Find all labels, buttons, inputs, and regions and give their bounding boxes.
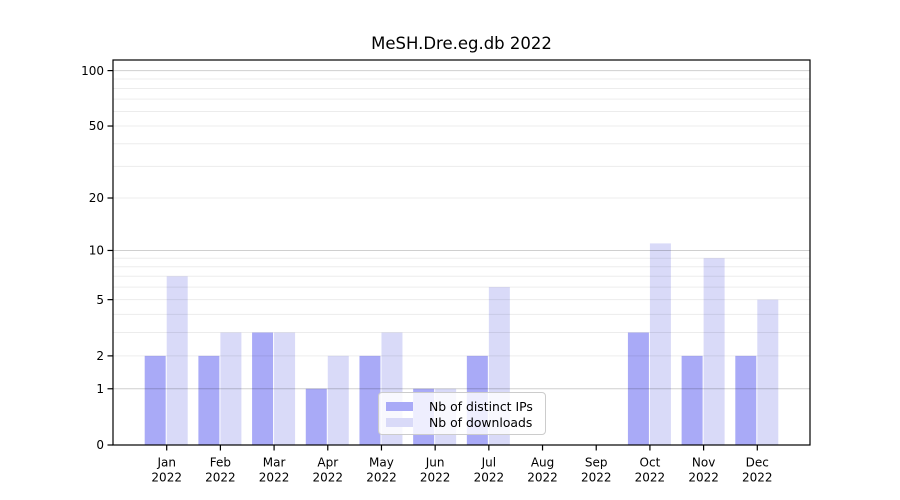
x-tick-label-year: 2022 [635, 471, 666, 485]
x-tick-label-year: 2022 [259, 471, 290, 485]
y-tick-label: 2 [96, 349, 104, 363]
bar-downloads-oct [649, 243, 671, 445]
x-tick-label-year: 2022 [527, 471, 558, 485]
bar-distinct-ips-dec [735, 355, 757, 445]
x-tick-label-year: 2022 [366, 471, 397, 485]
bar-distinct-ips-mar [252, 332, 274, 445]
x-tick-label-year: 2022 [688, 471, 719, 485]
bar-downloads-dec [757, 299, 779, 445]
x-tick-label: Jan [156, 456, 176, 470]
x-tick-label: Oct [640, 456, 661, 470]
y-tick-label: 100 [81, 64, 104, 78]
bar-downloads-nov [703, 258, 725, 445]
x-tick-label: Nov [692, 456, 715, 470]
bar-downloads-jan [166, 276, 188, 445]
y-tick-label: 50 [89, 119, 104, 133]
x-tick-label-year: 2022 [742, 471, 773, 485]
y-tick-label: 5 [96, 293, 104, 307]
y-tick-label: 10 [89, 244, 104, 258]
x-tick-label-year: 2022 [205, 471, 236, 485]
legend-label-downloads: Nb of downloads [429, 414, 533, 430]
x-tick-label: Aug [531, 456, 554, 470]
y-tick-label: 20 [89, 191, 104, 205]
x-tick-label: Feb [210, 456, 231, 470]
legend-swatch-distinct-ips [386, 401, 413, 411]
x-tick-label: Sep [585, 456, 608, 470]
bar-downloads-mar [274, 332, 296, 445]
legend: Nb of distinct IPs Nb of downloads [378, 392, 546, 435]
x-tick-label: Mar [263, 456, 286, 470]
bar-distinct-ips-jan [144, 355, 166, 445]
x-tick-label-year: 2022 [312, 471, 343, 485]
bar-distinct-ips-nov [681, 355, 703, 445]
x-tick-label: May [369, 456, 394, 470]
legend-item-downloads: Nb of downloads [386, 414, 537, 430]
chart-title: MeSH.Dre.eg.db 2022 [371, 34, 552, 53]
x-tick-label: Dec [746, 456, 769, 470]
x-tick-label: Jul [481, 456, 496, 470]
axis-spine [112, 59, 811, 446]
y-tick-label: 1 [96, 382, 104, 396]
bar-downloads-feb [220, 332, 242, 445]
x-tick-label-year: 2022 [151, 471, 182, 485]
bar-distinct-ips-feb [198, 355, 220, 445]
legend-label-distinct-ips: Nb of distinct IPs [429, 398, 533, 414]
bar-downloads-apr [327, 355, 349, 445]
bar-distinct-ips-may [359, 355, 381, 445]
x-tick-label: Jun [425, 456, 445, 470]
y-tick-label: 0 [96, 438, 104, 452]
x-tick-label-year: 2022 [581, 471, 612, 485]
legend-swatch-downloads [386, 417, 413, 427]
bar-distinct-ips-oct [627, 332, 649, 445]
x-tick-label-year: 2022 [420, 471, 451, 485]
bar-distinct-ips-apr [305, 388, 327, 445]
legend-item-distinct-ips: Nb of distinct IPs [386, 398, 537, 414]
x-tick-label-year: 2022 [474, 471, 505, 485]
x-tick-label: Apr [317, 456, 338, 470]
